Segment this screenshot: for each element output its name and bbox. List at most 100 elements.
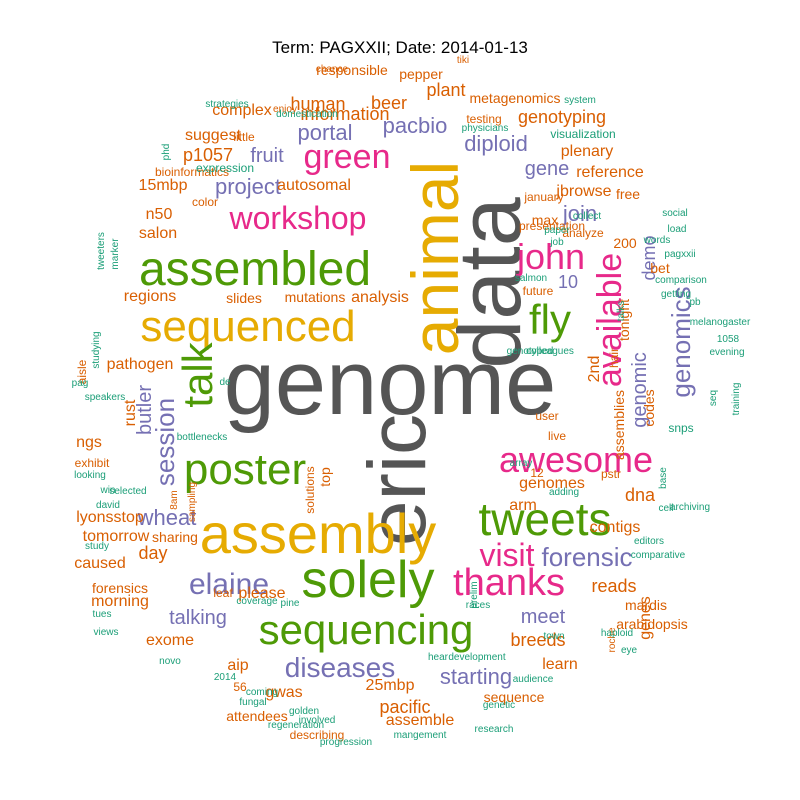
cloud-word: p1057 xyxy=(182,145,234,165)
cloud-word: future xyxy=(522,284,554,298)
cloud-word: workshop xyxy=(229,200,367,236)
cloud-word: regions xyxy=(123,288,177,305)
cloud-word: enjoy xyxy=(273,104,297,115)
cloud-word: snps xyxy=(668,421,694,435)
cloud-word: january xyxy=(524,190,564,204)
cloud-word: words xyxy=(643,235,671,246)
cloud-word: pb xyxy=(689,297,701,308)
cloud-word: strategies xyxy=(205,99,249,110)
cloud-word: pacbio xyxy=(382,113,448,138)
cloud-word: tiki xyxy=(456,55,470,66)
cloud-word: breeds xyxy=(510,630,566,650)
cloud-word: pepper xyxy=(399,66,443,82)
cloud-word: talks xyxy=(616,300,627,322)
cloud-word: fungal xyxy=(239,697,267,708)
cloud-word: leaf xyxy=(213,586,233,600)
cloud-word: mutations xyxy=(284,289,346,305)
cloud-word: pathogen xyxy=(106,356,174,373)
cloud-word: project xyxy=(214,174,282,199)
cloud-word: phd xyxy=(161,143,172,161)
cloud-word: sharing xyxy=(152,529,198,545)
cloud-word: rust xyxy=(122,399,139,427)
cloud-word: physicians xyxy=(461,123,509,134)
cloud-word: exome xyxy=(145,632,195,649)
cloud-word: slides xyxy=(226,290,262,306)
cloud-word: assemblies xyxy=(611,389,627,461)
cloud-word: gene xyxy=(524,158,570,180)
cloud-word: exhibit xyxy=(74,456,110,470)
cloud-word: 56 xyxy=(233,680,247,694)
cloud-word: 1058 xyxy=(716,334,740,345)
cloud-word: n50 xyxy=(145,206,173,223)
cloud-word: paper xyxy=(544,225,570,236)
cloud-word: tomorrow xyxy=(82,528,150,545)
cloud-word: reference xyxy=(576,164,644,181)
cloud-word: visualization xyxy=(550,127,616,141)
cloud-word: bottlenecks xyxy=(176,432,228,443)
cloud-word: codes xyxy=(641,389,657,427)
cloud-word: arm xyxy=(509,497,537,514)
cloud-word: top xyxy=(317,467,333,487)
cloud-word: expression xyxy=(195,161,255,175)
cloud-word: join xyxy=(562,201,598,226)
cloud-word: audience xyxy=(512,674,554,685)
cloud-word: marker xyxy=(110,238,121,270)
cloud-word: pacific xyxy=(379,697,431,717)
cloud-word: user xyxy=(535,409,559,423)
cloud-word: diseases xyxy=(284,652,396,683)
cloud-word: plenary xyxy=(560,143,614,160)
cloud-word: base xyxy=(658,467,669,489)
cloud-word: jbrowse xyxy=(556,183,612,200)
cloud-word: haploid xyxy=(600,628,634,639)
cloud-word: getting xyxy=(660,289,692,300)
cloud-word: hear xyxy=(427,652,449,663)
cloud-word: bet xyxy=(650,260,670,276)
cloud-word: coverage xyxy=(236,596,278,607)
cloud-word: learn xyxy=(542,656,578,673)
cloud-word: genome xyxy=(223,332,557,434)
cloud-word: genotyping xyxy=(517,107,607,127)
cloud-word: cell xyxy=(658,503,674,514)
cloud-word: seq xyxy=(708,389,719,407)
cloud-word: live xyxy=(547,429,567,443)
cloud-word: sequencing xyxy=(258,606,474,653)
cloud-word: sequence xyxy=(483,689,545,705)
cloud-word: analysis xyxy=(351,289,409,306)
cloud-word: 8am xyxy=(169,490,180,510)
cloud-word: speakers xyxy=(84,392,126,403)
cloud-word: david xyxy=(96,500,120,511)
cloud-word: contigs xyxy=(589,519,641,536)
cloud-word: little xyxy=(233,130,255,144)
cloud-word: genomes xyxy=(519,475,585,492)
cloud-word: plant xyxy=(426,80,466,100)
cloud-word: responsible xyxy=(316,62,388,78)
cloud-word: talk xyxy=(174,342,221,408)
cloud-word: genotyped xyxy=(506,346,554,357)
cloud-word: training xyxy=(731,382,742,416)
cloud-word: diploid xyxy=(464,131,528,156)
cloud-word: forensics xyxy=(91,580,149,596)
cloud-word: max xyxy=(531,212,559,228)
cloud-word: 12 xyxy=(530,466,544,480)
cloud-word: complex xyxy=(212,102,272,119)
cloud-word: 25mbp xyxy=(365,677,415,694)
cloud-word: evening xyxy=(709,347,745,358)
cloud-word: please xyxy=(238,585,286,602)
cloud-word: de xyxy=(219,377,231,388)
cloud-word: caused xyxy=(74,555,126,572)
cloud-word: 15mbp xyxy=(138,177,188,194)
cloud-word: day xyxy=(138,543,168,563)
cloud-title: Term: PAGXXII; Date: 2014-01-13 xyxy=(272,38,528,57)
cloud-word: mardis xyxy=(624,597,668,613)
cloud-word: novo xyxy=(159,656,181,667)
cloud-word: comparison xyxy=(655,275,707,286)
cloud-word: thanks xyxy=(453,562,565,604)
cloud-word: human xyxy=(290,94,346,114)
cloud-word: hair xyxy=(607,347,621,369)
cloud-word: studying xyxy=(91,331,102,369)
cloud-word: reads xyxy=(591,576,637,596)
cloud-word: solely xyxy=(301,551,435,609)
cloud-word: ngs xyxy=(76,434,102,451)
cloud-word: autosomal xyxy=(277,177,351,194)
